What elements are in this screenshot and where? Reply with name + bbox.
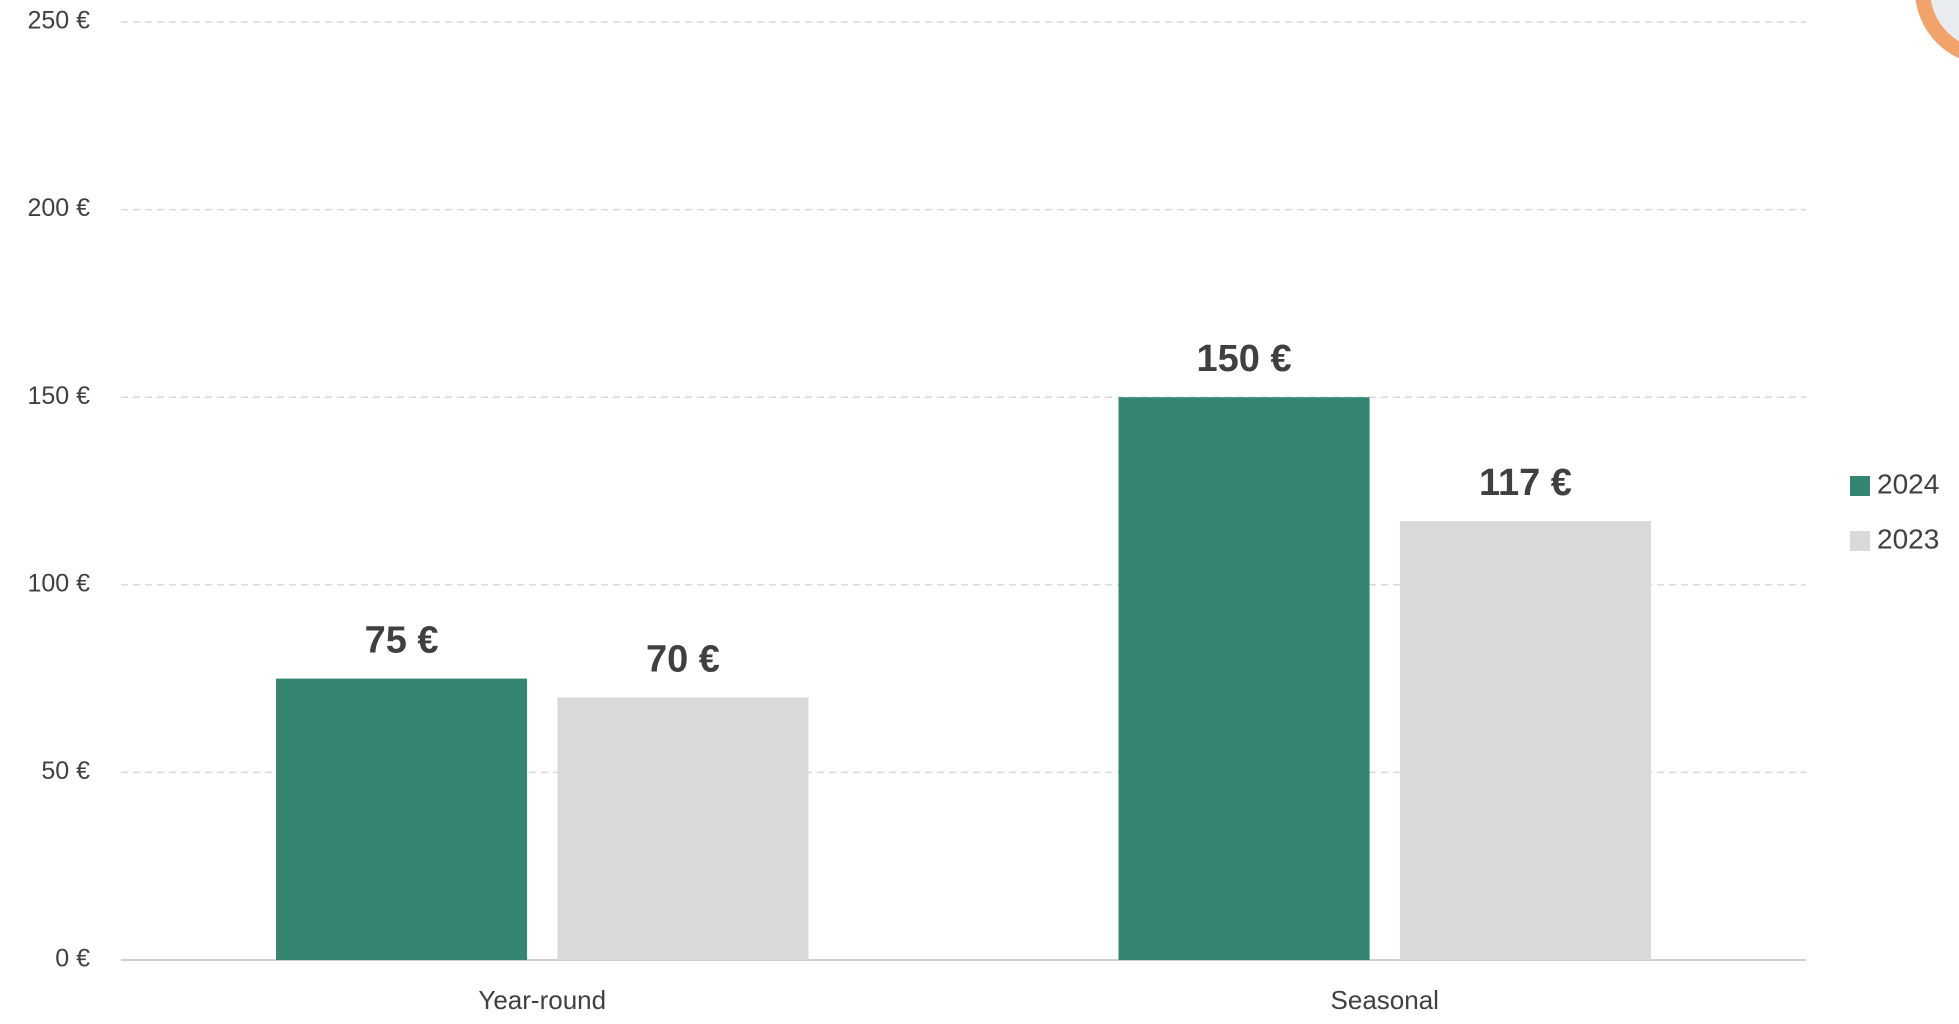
y-tick-label: 100 € — [27, 569, 90, 597]
y-tick-label: 50 € — [41, 757, 90, 785]
y-tick-label: 200 € — [27, 194, 90, 222]
bar — [276, 678, 528, 960]
x-tick-label: Seasonal — [1331, 985, 1439, 1015]
legend-swatch — [1850, 531, 1870, 551]
bar — [557, 697, 809, 960]
bar — [1118, 397, 1370, 960]
y-tick-label: 0 € — [55, 945, 90, 973]
avatar-inner — [1930, 0, 1959, 42]
decorative-avatar — [1915, 0, 1959, 59]
legend-swatch — [1850, 476, 1870, 496]
legend-label: 2024 — [1877, 468, 1939, 499]
value-label: 70 € — [646, 638, 720, 680]
value-label: 75 € — [365, 620, 439, 662]
bar — [1399, 521, 1651, 960]
value-label: 150 € — [1197, 338, 1292, 380]
y-tick-label: 150 € — [27, 382, 90, 410]
value-label: 117 € — [1479, 462, 1572, 504]
x-tick-label: Year-round — [478, 985, 606, 1015]
y-tick-label: 250 € — [27, 7, 90, 35]
legend-label: 2023 — [1877, 523, 1939, 554]
